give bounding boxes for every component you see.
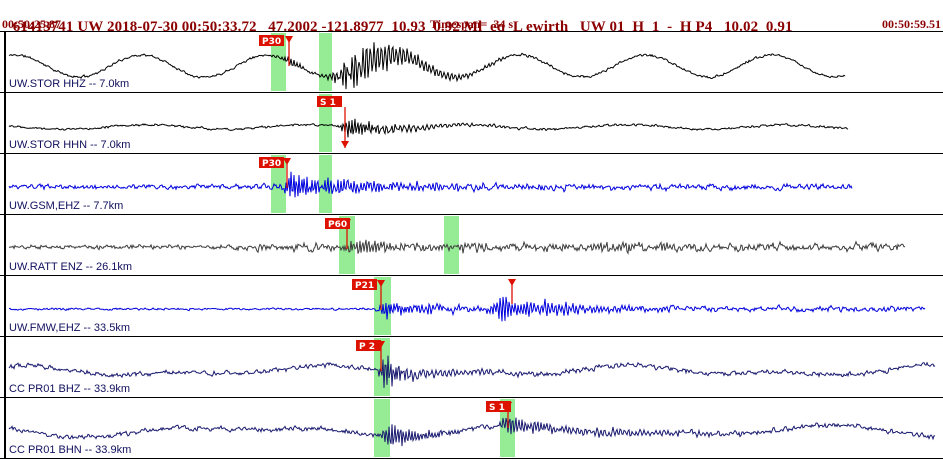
trace-row-6[interactable]: P 2 CC PR01 BHZ -- 33.9km [0,337,943,398]
station-label: UW.FMW,EHZ -- 33.5km [9,322,130,334]
pick-window-band[interactable] [374,338,390,396]
station-label: UW.STOR HHZ -- 7.0km [9,78,130,90]
phase-label: P 2 [359,342,375,352]
trace-row-5[interactable]: P21 UW.FMW,EHZ -- 33.5km [0,276,943,337]
trace-plot[interactable]: S 1 [0,93,943,153]
trace-row-1[interactable]: P30 UW.STOR HHZ -- 7.0km [0,32,943,93]
waveform [8,42,846,90]
waveform [8,118,849,138]
trace-row-4[interactable]: P60 UW.RATT ENZ -- 26.1km [0,215,943,276]
trace-row-3[interactable]: P30 UW.GSM,EHZ -- 7.7km [0,154,943,215]
waveform [8,417,936,447]
phase-label-box[interactable] [486,401,511,412]
trace-plot[interactable]: P60 [0,215,943,275]
trace-plot[interactable]: S 1 [0,398,943,458]
phase-pick[interactable]: S 1 [317,96,349,148]
station-label: UW.STOR HHN -- 7.0km [9,139,131,151]
pick-window-band[interactable] [271,155,286,213]
window-start-time: 00:50:25.87 [2,17,61,31]
pick-window-band[interactable] [374,399,390,457]
station-label: CC PR01 BHZ -- 33.9km [9,383,131,395]
phase-pick[interactable]: P30 [259,35,293,66]
trace-plot[interactable]: P21 [0,276,943,336]
left-border-rule [4,32,6,459]
station-label: UW.GSM,EHZ -- 7.7km [9,200,124,212]
pick-window-band[interactable] [319,94,332,152]
trace-row-2[interactable]: S 1 UW.STOR HHN -- 7.0km [0,93,943,154]
phase-label-box[interactable] [259,157,284,168]
pick-window-band[interactable] [444,216,459,274]
trace-area[interactable]: P30 UW.STOR HHZ -- 7.0km S 1 UW.STOR HHN --… [0,32,943,459]
phase-pick[interactable]: P30 [259,157,291,188]
trace-row-7[interactable]: S 1 CC PR01 BHN -- 33.9km [0,398,943,459]
phase-label: P30 [262,159,281,169]
phase-label-box[interactable] [317,96,342,107]
phase-pick[interactable]: P21 [352,279,385,310]
phase-label-box[interactable] [259,35,284,46]
waveform [8,296,926,322]
phase-pick[interactable]: S 1 [486,401,512,428]
station-label: UW.RATT ENZ -- 26.1km [9,261,133,273]
waveform [8,239,906,255]
trace-plot[interactable]: P30 [0,32,943,92]
phase-label: P21 [355,281,374,291]
phase-pick[interactable] [508,279,516,304]
phase-label: S 1 [489,403,505,413]
trace-plot[interactable]: P 2 [0,337,943,397]
phase-pick[interactable]: P60 [325,218,351,249]
event-header: 61413741 UW 2018-07-30 00:50:33.72 47.20… [0,0,943,35]
pick-window-band[interactable] [319,33,332,91]
phase-pick[interactable]: P 2 [356,340,385,371]
window-end-time: 00:50:59.51 [882,17,941,31]
station-label: CC PR01 BHN -- 33.9km [9,444,132,456]
pick-window-band[interactable] [271,33,286,91]
phase-label-box[interactable] [352,279,377,290]
phase-label: P60 [328,220,347,230]
waveform [8,355,936,388]
phase-label: P30 [262,37,281,47]
phase-label-box[interactable] [356,340,381,351]
phase-label: S 1 [320,98,336,108]
waveform [8,171,853,198]
trace-plot[interactable]: P30 [0,154,943,214]
time-axis-bar: 00:50:25.87 Timespan= 34 s 00:50:59.51 [0,18,943,32]
timespan-label: Timespan= 34 s [430,17,513,31]
phase-label-box[interactable] [325,218,350,229]
